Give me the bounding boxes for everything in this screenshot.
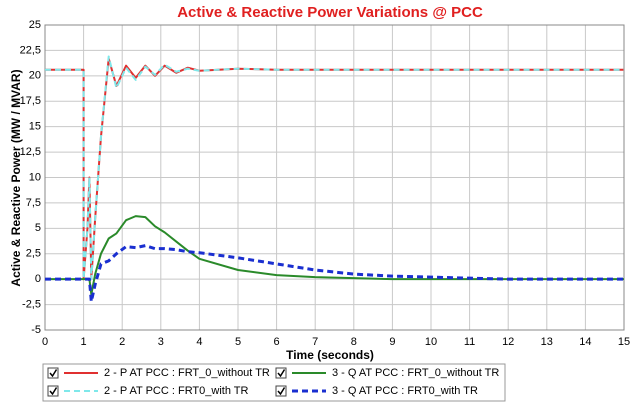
x-tick-label: 2 — [119, 336, 125, 348]
y-tick-label: 25 — [29, 19, 41, 31]
x-tick-label: 8 — [351, 336, 357, 348]
x-tick-label: 12 — [502, 336, 514, 348]
x-tick-label: 3 — [158, 336, 164, 348]
legend-checkbox — [275, 385, 287, 397]
legend-label: 3 - Q AT PCC : FRT0_with TR — [332, 385, 478, 397]
y-tick-label: 22,5 — [20, 44, 41, 56]
legend-label: 3 - Q AT PCC : FRT_0_without TR — [332, 367, 499, 379]
x-tick-label: 6 — [274, 336, 280, 348]
x-tick-label: 10 — [425, 336, 437, 348]
chart-title: Active & Reactive Power Variations @ PCC — [177, 4, 483, 21]
y-tick-label: 5 — [35, 222, 41, 234]
legend-checkbox — [275, 367, 287, 379]
y-tick-label: 17,5 — [20, 95, 41, 107]
x-tick-label: 9 — [389, 336, 395, 348]
x-axis-label: Time (seconds) — [286, 348, 374, 362]
x-tick-label: 13 — [541, 336, 553, 348]
y-tick-label: 2,5 — [26, 248, 41, 260]
x-tick-label: 7 — [312, 336, 318, 348]
y-axis-label: Active & Reactive Power (MW / MVAR) — [9, 69, 23, 286]
y-tick-label: 12,5 — [20, 146, 41, 158]
y-tick-label: -5 — [31, 324, 41, 336]
x-tick-label: 4 — [196, 336, 202, 348]
y-tick-label: 20 — [29, 70, 41, 82]
x-tick-label: 11 — [464, 336, 475, 348]
x-tick-label: 0 — [42, 336, 48, 348]
series-line — [45, 244, 624, 304]
series-line — [45, 215, 624, 296]
legend-box — [42, 363, 506, 402]
x-tick-label: 5 — [235, 336, 241, 348]
legend-check — [277, 369, 286, 378]
legend-check — [277, 387, 286, 396]
x-tick-label: 14 — [579, 336, 591, 348]
plot-frame — [44, 24, 625, 331]
legend-check — [49, 369, 58, 378]
legend-checkbox — [47, 367, 59, 379]
legend-check — [49, 387, 58, 396]
x-tick-label: 1 — [81, 336, 87, 348]
y-tick-label: 0 — [35, 273, 41, 285]
x-tick-label: 15 — [618, 336, 630, 348]
series-line — [45, 55, 624, 281]
y-tick-label: 7,5 — [26, 197, 41, 209]
y-tick-label: 15 — [29, 121, 41, 133]
y-tick-label: 10 — [29, 171, 41, 183]
legend-label: 2 - P AT PCC : FRT_0_without TR — [104, 367, 270, 379]
legend-label: 2 - P AT PCC : FRT0_with TR — [104, 385, 249, 397]
y-tick-label: -2,5 — [22, 298, 41, 310]
legend-checkbox — [47, 385, 59, 397]
